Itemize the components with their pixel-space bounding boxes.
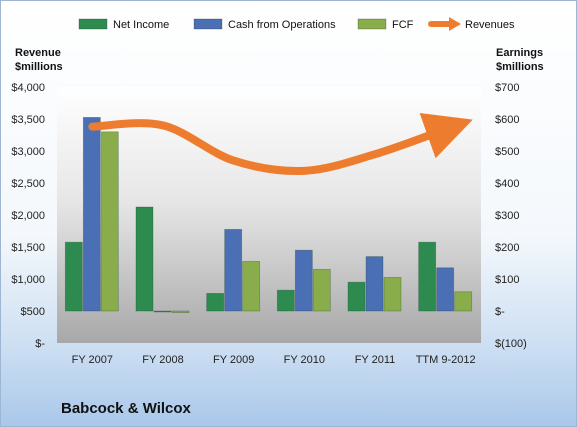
- bar-fcf: [100, 131, 119, 312]
- right-tick-label: $200: [495, 242, 519, 254]
- legend-swatch-net-income: [78, 18, 108, 30]
- left-tick-label: $2,000: [11, 210, 45, 222]
- left-tick-label: $500: [21, 306, 45, 318]
- left-tick-label: $3,000: [11, 146, 45, 158]
- category-label: TTM 9-2012: [416, 354, 476, 366]
- legend-arrow-revenues: [449, 17, 461, 31]
- legend-label-fcf: FCF: [392, 19, 414, 31]
- bar-cash-from-operations: [294, 249, 313, 312]
- legend-label-cash-from-operations: Cash from Operations: [228, 19, 336, 31]
- bar-fcf: [242, 260, 261, 312]
- right-tick-label: $100: [495, 274, 519, 286]
- right-tick-label: $500: [495, 146, 519, 158]
- left-tick-label: $2,500: [11, 178, 45, 190]
- bar-cash-from-operations: [153, 310, 172, 313]
- bar-cash-from-operations: [224, 228, 243, 312]
- bar-cash-from-operations: [82, 117, 101, 312]
- bar-fcf: [171, 310, 190, 314]
- left-tick-label: $1,500: [11, 242, 45, 254]
- category-label: FY 2011: [355, 354, 396, 366]
- bar-cash-from-operations: [365, 256, 384, 312]
- bar-net-income: [276, 289, 295, 312]
- legend-swatch-cash-from-operations: [193, 18, 223, 30]
- category-label: FY 2008: [142, 354, 183, 366]
- category-label: FY 2010: [284, 354, 325, 366]
- bar-net-income: [64, 241, 83, 312]
- bar-fcf: [312, 268, 331, 312]
- category-label: FY 2007: [72, 354, 113, 366]
- right-axis-title-line2: $millions: [496, 61, 544, 73]
- revenues-line: [88, 113, 473, 176]
- legend-swatch-fcf: [357, 18, 387, 30]
- bar-net-income: [135, 206, 154, 312]
- left-tick-label: $-: [35, 338, 45, 350]
- right-axis-title-line1: Earnings: [496, 47, 543, 59]
- axes: $- $500 $1,000 $1,500 $2,000 $2,500 $3,000 $3,5…: [11, 82, 526, 366]
- left-tick-label: $3,500: [11, 114, 45, 126]
- right-tick-label: $400: [495, 178, 519, 190]
- plot-area: [57, 87, 481, 343]
- legend-label-revenues: Revenues: [465, 19, 515, 31]
- legend-label-net-income: Net Income: [113, 19, 169, 31]
- left-axis-title-line1: Revenue: [15, 47, 61, 59]
- left-axis-title-line2: $millions: [15, 61, 63, 73]
- category-label: FY 2009: [213, 354, 254, 366]
- right-tick-label: $-: [495, 306, 505, 318]
- bar-net-income: [206, 292, 225, 312]
- left-tick-label: $1,000: [11, 274, 45, 286]
- left-tick-label: $4,000: [11, 82, 45, 94]
- bar-net-income: [347, 281, 366, 312]
- bar-fcf: [454, 291, 473, 312]
- right-tick-label: $600: [495, 114, 519, 126]
- right-tick-label: $300: [495, 210, 519, 222]
- bar-fcf: [383, 276, 402, 312]
- bar-net-income: [418, 241, 437, 312]
- revenue-line-group: [88, 113, 473, 176]
- right-tick-label: $(100): [495, 338, 527, 350]
- bars: [64, 117, 473, 314]
- legend: Net Income Cash from Operations FCF Revenue…: [78, 17, 515, 31]
- company-title: Babcock & Wilcox: [61, 400, 192, 417]
- bar-cash-from-operations: [436, 267, 455, 312]
- right-tick-label: $700: [495, 82, 519, 94]
